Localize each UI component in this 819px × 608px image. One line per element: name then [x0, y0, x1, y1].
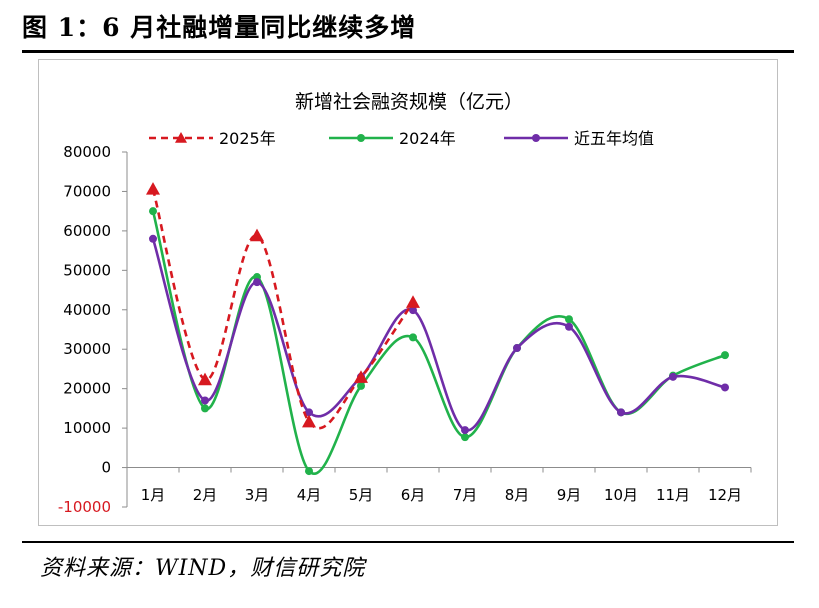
data-point-marker	[250, 228, 264, 242]
top-rule	[22, 50, 794, 53]
series-line	[151, 188, 415, 430]
x-tick-label: 2月	[193, 486, 218, 504]
x-tick-label: 6月	[401, 486, 426, 504]
data-point-marker	[198, 372, 212, 386]
data-point-marker	[354, 370, 368, 383]
data-point-marker	[409, 333, 417, 342]
data-point-marker	[721, 383, 729, 392]
legend-marker	[357, 134, 365, 142]
y-tick-label: 70000	[63, 182, 111, 200]
series-2	[149, 207, 729, 476]
line-chart: 新增社会融资规模（亿元） -10000 0 10000 20000 30000 40000 5…	[58, 91, 752, 516]
legend-item: 近五年均值	[504, 129, 654, 148]
x-tick-label: 1月	[141, 486, 166, 504]
data-point-marker	[565, 315, 573, 324]
x-tick-label: 9月	[557, 486, 582, 504]
series-line	[151, 238, 726, 432]
bottom-rule	[22, 541, 794, 543]
data-point-marker	[565, 322, 573, 331]
data-point-marker	[201, 396, 209, 405]
chart-title: 新增社会融资规模（亿元）	[295, 91, 523, 113]
data-point-marker	[721, 351, 729, 360]
data-point-marker	[305, 467, 313, 476]
data-point-marker	[201, 404, 209, 413]
data-point-marker	[406, 295, 420, 308]
data-point-marker	[669, 372, 677, 381]
data-point-marker	[357, 381, 365, 390]
x-tick-label: 4月	[297, 486, 322, 504]
x-tick-label: 5月	[349, 486, 374, 504]
x-tick-label: 11月	[656, 486, 690, 504]
legend-label: 2025年	[219, 129, 276, 148]
data-point-marker	[146, 182, 160, 195]
y-tick-label: 60000	[63, 222, 111, 240]
data-point-marker	[305, 408, 313, 417]
x-tick-label: 12月	[708, 486, 742, 504]
legend-marker	[175, 132, 187, 143]
x-tick-label: 10月	[604, 486, 638, 504]
data-point-marker	[253, 278, 261, 287]
data-point-marker	[149, 234, 157, 243]
y-tick-label: 40000	[63, 301, 111, 319]
legend-item: 2025年	[149, 129, 276, 148]
y-tick-label: 0	[101, 459, 111, 477]
chart-frame: 新增社会融资规模（亿元） -10000 0 10000 20000 30000 40000 5…	[38, 59, 778, 526]
legend-marker	[532, 134, 540, 142]
x-tick-label: 8月	[505, 486, 530, 504]
series-1	[146, 182, 420, 430]
x-tick-label: 3月	[245, 486, 270, 504]
series-3	[149, 234, 729, 435]
y-tick-label: 20000	[63, 380, 111, 398]
data-point-marker	[617, 408, 625, 417]
figure-title: 图 1：6 月社融增量同比继续多增	[22, 13, 417, 42]
data-point-marker	[149, 207, 157, 216]
source-note: 资料来源：WIND，财信研究院	[40, 556, 366, 581]
data-point-marker	[461, 426, 469, 435]
series-line	[151, 210, 726, 475]
legend-label: 近五年均值	[574, 129, 654, 148]
legend-item: 2024年	[329, 129, 456, 148]
y-tick-label: 30000	[63, 340, 111, 358]
data-point-marker	[461, 433, 469, 442]
data-point-marker	[513, 344, 521, 353]
data-point-marker	[302, 414, 316, 428]
x-tick-label: 7月	[453, 486, 478, 504]
y-tick-label: 10000	[63, 419, 111, 437]
y-tick-label: -10000	[58, 498, 111, 516]
data-point-marker	[409, 306, 417, 315]
legend-label: 2024年	[399, 129, 456, 148]
y-tick-label: 80000	[63, 143, 111, 161]
y-tick-label: 50000	[63, 261, 111, 279]
